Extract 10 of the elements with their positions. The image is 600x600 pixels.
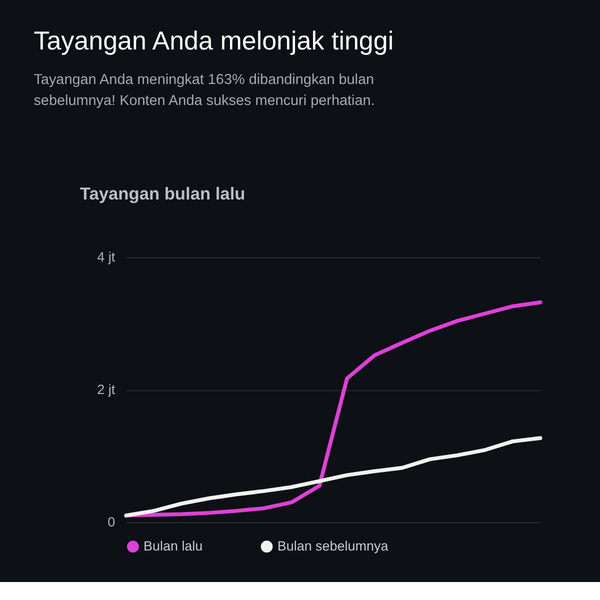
line-series (124, 436, 542, 518)
legend-label: Bulan lalu (144, 538, 203, 554)
y-tick-label: 4 jt (97, 250, 116, 265)
chart-title: Tayangan Anda melonjak tinggi (34, 25, 394, 56)
legend-label: Bulan sebelumnya (277, 538, 389, 554)
line-series (124, 300, 542, 518)
text: Tayangan bulan lalu (80, 184, 246, 204)
chart-subtitle: Tayangan Anda meningkat 163% dibandingkan bulan sebelumnya! Konten Anda sukses mencuri perhatian. (34, 72, 375, 110)
y-tick-label: 2 jt (97, 382, 116, 398)
y-tick-label: 0 (108, 514, 116, 530)
